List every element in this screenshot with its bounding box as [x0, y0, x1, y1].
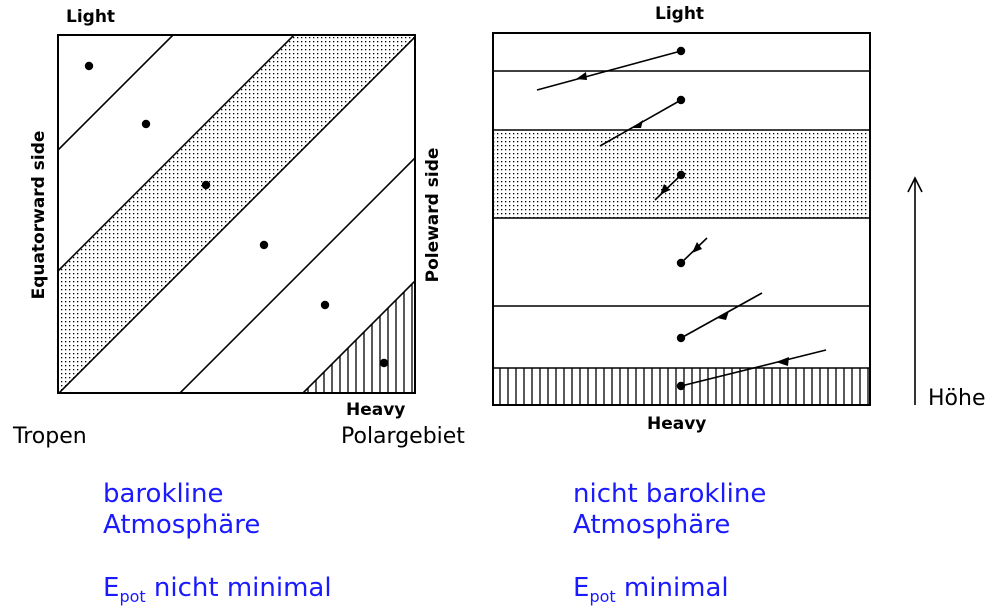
left-epot-rest: nicht minimal: [145, 573, 332, 603]
displacement-arrow: [676, 237, 708, 268]
isoline: [179, 157, 415, 393]
right-epot-rest: minimal: [615, 573, 729, 603]
isoline: [58, 35, 174, 151]
displacement-arrow: [536, 46, 686, 91]
parcel-dot: [259, 240, 269, 250]
left-bottom-label: Heavy: [346, 400, 405, 420]
tropen-label: Tropen: [12, 424, 87, 449]
parcel-dot: [320, 300, 330, 310]
right-caption-line1: nicht barokline: [573, 479, 767, 509]
displacement-arrow: [654, 170, 686, 201]
right-epot-base: E: [573, 573, 590, 603]
height-label: Höhe: [928, 386, 985, 411]
left-epot-base: E: [103, 573, 120, 603]
displacement-arrow: [599, 95, 686, 147]
left-epot-statement: Epot nicht minimal: [103, 573, 332, 606]
equatorward-side-label: Equatorward side: [29, 131, 49, 300]
parcel-dot: [379, 358, 389, 368]
baroclinic-panel: Light Heavy Equatorward side Poleward si…: [12, 7, 465, 449]
parcel-dot: [201, 180, 211, 190]
parcel-dot: [84, 61, 94, 71]
right-epot-sub: pot: [589, 587, 616, 606]
right-caption-line2: Atmosphäre: [573, 510, 731, 540]
height-axis-arrow: Höhe: [907, 176, 985, 411]
left-epot-sub: pot: [119, 587, 146, 606]
left-caption-line2: Atmosphäre: [103, 510, 261, 540]
left-caption: barokline Atmosphäre: [103, 479, 260, 541]
parcel-dot: [141, 119, 151, 129]
left-top-label: Light: [66, 7, 115, 27]
right-caption: nicht barokline Atmosphäre: [573, 479, 766, 541]
right-epot-statement: Epot minimal: [573, 573, 729, 606]
left-frame: [57, 34, 416, 394]
displacement-arrow: [676, 349, 827, 391]
displacement-arrow: [676, 292, 763, 343]
right-top-label: Light: [655, 4, 704, 24]
non-baroclinic-panel: Light Heavy: [492, 4, 871, 434]
isoline: [58, 35, 295, 272]
polargebiet-label: Polargebiet: [341, 424, 465, 449]
left-caption-line1: barokline: [103, 479, 224, 509]
right-frame: [492, 32, 871, 406]
isoline: [302, 280, 415, 393]
stippled-band: [58, 35, 415, 393]
isoline: [58, 36, 415, 393]
right-bottom-label: Heavy: [647, 414, 706, 434]
poleward-side-label: Poleward side: [423, 148, 443, 283]
